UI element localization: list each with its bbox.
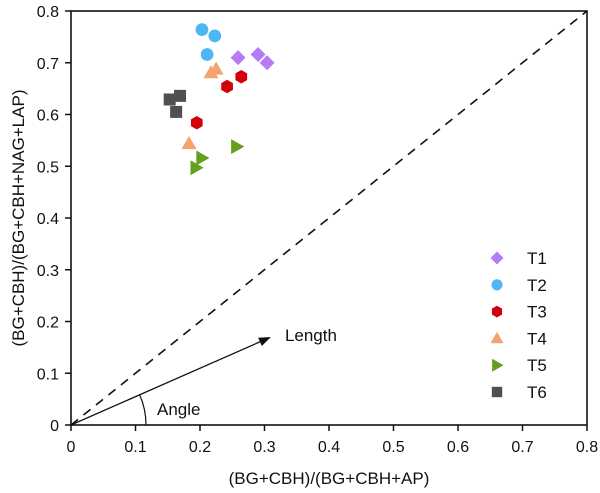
data-point-t2 [200, 48, 214, 61]
legend-marker-circle-icon [491, 279, 503, 291]
y-tick-label: 0.8 [37, 4, 59, 21]
legend-label: T1 [527, 249, 547, 268]
legend-label: T5 [527, 356, 547, 375]
x-tick-label: 0.1 [124, 439, 146, 456]
legend-label: T3 [527, 303, 547, 322]
legend-label: T6 [527, 383, 547, 402]
axes: 0 0.1 0.2 0.3 0.4 0.5 0.6 0.7 0.8 0 0.1 0.2 0.3 0.4 0.… [37, 4, 598, 456]
x-tick-label: 0.7 [511, 439, 533, 456]
data-point-t5 [190, 160, 204, 176]
x-tick-label: 0.5 [382, 439, 404, 456]
length-label: Length [285, 326, 337, 345]
data-point-t3 [221, 79, 233, 94]
data-point-t2 [208, 29, 222, 43]
series-t1 [230, 46, 275, 71]
angle-label: Angle [157, 400, 200, 419]
x-tick-label: 0.6 [447, 439, 469, 456]
legend-label: T4 [527, 329, 547, 348]
data-point-t3 [190, 116, 203, 130]
data-point-t4 [203, 65, 219, 79]
data-point-t1 [250, 46, 266, 62]
x-axis-title: (BG+CBH)/(BG+CBH+AP) [229, 469, 430, 488]
y-tick-label: 0.3 [37, 263, 59, 280]
x-tick-label: 0.2 [189, 439, 211, 456]
y-tick-label: 0.4 [37, 211, 59, 228]
data-points [163, 23, 275, 176]
legend-label: T2 [527, 276, 547, 295]
data-point-t2 [195, 23, 209, 37]
data-point-t3 [235, 69, 248, 84]
x-tick-label: 0.8 [576, 439, 598, 456]
y-tick-label: 0.5 [37, 159, 59, 176]
y-tick-label: 0.7 [37, 56, 59, 73]
series-t3 [190, 69, 248, 130]
legend: T1 T2 T3 T4 T5 T6 [490, 249, 547, 402]
legend-item-t4: T4 [490, 329, 547, 348]
y-tick-label: 0 [50, 418, 59, 435]
legend-item-t1: T1 [490, 249, 547, 268]
x-tick-label: 0.3 [253, 439, 275, 456]
series-t4 [181, 61, 224, 150]
length-vector-arrow [70, 339, 264, 426]
legend-marker-square-icon [491, 386, 503, 398]
data-point-t1 [230, 50, 246, 66]
series-t6 [163, 89, 187, 118]
y-tick-label: 0.1 [37, 366, 59, 383]
data-point-t5 [196, 150, 210, 166]
x-tick-label: 0 [67, 439, 76, 456]
y-tick-label: 0.2 [37, 315, 59, 332]
one-to-one-dashed-line [70, 10, 588, 426]
data-point-t6 [163, 93, 176, 106]
legend-item-t5: T5 [492, 356, 547, 375]
series-t2 [195, 23, 222, 61]
y-axis-title: (BG+CBH)/(BG+CBH+NAG+LAP) [9, 90, 28, 347]
data-point-t6 [174, 89, 187, 102]
x-tick-label: 0.4 [318, 439, 340, 456]
legend-item-t6: T6 [491, 383, 547, 402]
legend-marker-triangle-up-icon [490, 331, 504, 344]
legend-marker-hexagon-icon [491, 305, 503, 318]
legend-item-t2: T2 [491, 276, 547, 295]
angle-arc [139, 394, 147, 426]
data-point-t1 [259, 55, 275, 71]
legend-item-t3: T3 [491, 303, 547, 322]
data-point-t6 [170, 105, 183, 118]
legend-marker-diamond-icon [490, 251, 504, 265]
series-t5 [190, 139, 245, 176]
legend-marker-triangle-right-icon [492, 358, 504, 372]
data-point-t5 [231, 139, 245, 155]
arrowhead-icon [258, 337, 271, 346]
y-tick-label: 0.6 [37, 108, 59, 125]
annotations: Length Angle [70, 10, 588, 426]
data-point-t4 [181, 135, 197, 150]
